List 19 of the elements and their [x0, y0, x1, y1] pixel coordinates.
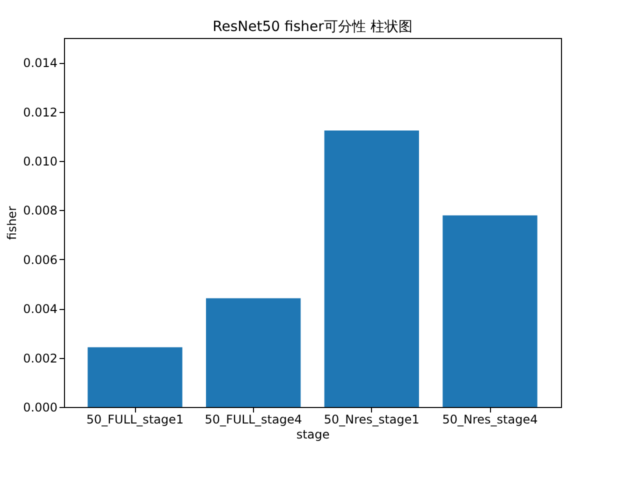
- y-tick-label: 0.006: [23, 252, 58, 267]
- bar: [206, 298, 301, 407]
- y-tick-label: 0.010: [23, 154, 58, 168]
- x-tick-label: 50_Nres_stage1: [324, 412, 420, 426]
- chart-title: ResNet50 fisher可分性 柱状图: [212, 19, 412, 35]
- bar: [88, 347, 182, 407]
- x-tick-label: 50_Nres_stage4: [442, 412, 538, 426]
- bar: [442, 215, 538, 407]
- bar: [324, 130, 419, 407]
- y-tick-label: 0.008: [23, 204, 58, 218]
- x-tick-label: 50_FULL_stage1: [86, 412, 184, 426]
- y-tick-label: 0.014: [23, 56, 58, 70]
- y-tick-label: 0.000: [23, 400, 58, 414]
- x-tick-label: 50_FULL_stage4: [204, 412, 302, 426]
- y-axis-title: fisher: [5, 206, 20, 240]
- y-tick-label: 0.004: [23, 302, 58, 316]
- y-tick-label: 0.012: [23, 105, 58, 120]
- x-axis-title: stage: [296, 428, 330, 442]
- y-tick-label: 0.002: [23, 351, 58, 366]
